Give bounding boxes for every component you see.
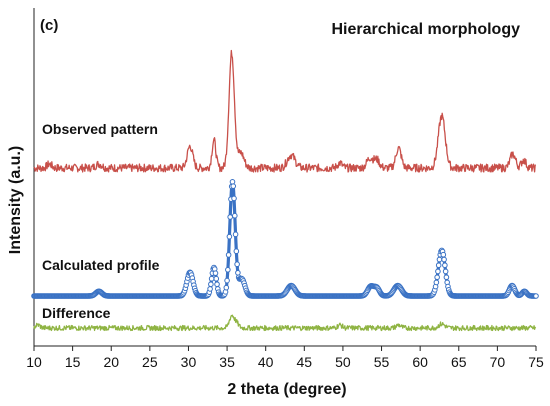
series-line-difference bbox=[33, 314, 537, 332]
panel-label: (c) bbox=[40, 17, 58, 34]
x-axis-label: 2 theta (degree) bbox=[227, 381, 346, 398]
calculated-point bbox=[234, 261, 240, 268]
x-tick-label-20: 20 bbox=[103, 354, 119, 370]
calculated-point bbox=[434, 274, 440, 281]
calculated-point bbox=[442, 268, 449, 275]
calculated-point bbox=[533, 293, 539, 299]
calculated-point bbox=[223, 284, 230, 291]
x-tick-label-10: 10 bbox=[26, 354, 42, 370]
calculated-point bbox=[225, 252, 232, 258]
calculated-point bbox=[230, 183, 237, 189]
calculated-point bbox=[225, 266, 231, 273]
calculated-point bbox=[212, 270, 219, 276]
calculated-point bbox=[433, 279, 440, 286]
calculated-point bbox=[227, 214, 233, 220]
calculated-point bbox=[232, 231, 239, 238]
calculated-point bbox=[235, 269, 241, 276]
series-line-calculated-profile bbox=[32, 180, 538, 298]
calculated-point bbox=[231, 195, 237, 202]
x-tick-label-45: 45 bbox=[297, 354, 313, 370]
x-tick-label-70: 70 bbox=[490, 354, 506, 370]
calculated-point bbox=[440, 251, 447, 258]
calculated-point bbox=[435, 268, 441, 275]
x-ticks: 10 15 20 25 30 35 40 45 50 55 60 65 70 75 bbox=[26, 346, 544, 370]
calculated-point bbox=[226, 233, 233, 240]
y-axis-label: Intensity (a.u.) bbox=[7, 146, 24, 254]
x-tick-label-25: 25 bbox=[142, 354, 158, 370]
plot-area: 10 15 20 25 30 35 40 45 50 55 60 65 70 75 Observed pa… bbox=[26, 8, 544, 370]
x-tick-label-65: 65 bbox=[451, 354, 467, 370]
chart-title: Hierarchical morphology bbox=[332, 21, 521, 38]
calculated-point bbox=[436, 256, 443, 263]
x-tick-label-55: 55 bbox=[374, 354, 390, 370]
calculated-point bbox=[214, 281, 220, 288]
calculated-point bbox=[441, 256, 447, 263]
x-tick-label-30: 30 bbox=[181, 354, 197, 370]
series-label-difference: Difference bbox=[42, 305, 111, 321]
calculated-point bbox=[213, 275, 220, 282]
x-tick-label-35: 35 bbox=[219, 354, 235, 370]
series-labels: Observed pattern Calculated profile Differ… bbox=[42, 121, 160, 321]
calculated-point bbox=[233, 248, 240, 255]
x-tick-label-50: 50 bbox=[335, 354, 351, 370]
series-label-observed-pattern: Observed pattern bbox=[42, 121, 158, 137]
x-tick-label-40: 40 bbox=[258, 354, 274, 370]
x-tick-label-15: 15 bbox=[65, 354, 81, 370]
series-label-calculated-profile: Calculated profile bbox=[42, 257, 160, 273]
x-tick-label-75: 75 bbox=[528, 354, 544, 370]
calculated-point bbox=[435, 262, 442, 269]
series-line-observed-pattern bbox=[33, 49, 537, 173]
calculated-point bbox=[208, 275, 215, 282]
calculated-point bbox=[224, 277, 230, 284]
calculated-point bbox=[442, 262, 448, 269]
calculated-point bbox=[443, 274, 450, 281]
calculated-point bbox=[232, 212, 238, 219]
x-tick-label-60: 60 bbox=[412, 354, 428, 370]
calculated-point bbox=[207, 286, 213, 292]
calculated-point bbox=[208, 281, 214, 288]
calculated-point bbox=[229, 179, 236, 185]
series-layer bbox=[31, 49, 539, 332]
